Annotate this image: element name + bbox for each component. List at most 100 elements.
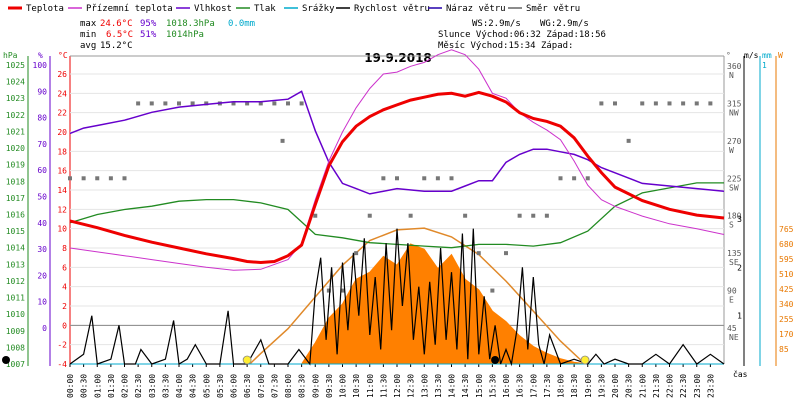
info-sun: Slunce Východ:06:32 Západ:18:56 <box>438 30 606 40</box>
point-wind-direction <box>463 213 468 218</box>
point-wind-direction <box>122 176 127 181</box>
tick-label-c: 16 <box>57 167 67 176</box>
legend-label-temperature: Teplota <box>26 4 64 14</box>
tick-label-time: 16:30 <box>516 374 525 398</box>
tick-label-time: 01:30 <box>107 374 116 398</box>
tick-label-pct: 70 <box>37 140 47 149</box>
tick-label-w: 680 <box>779 240 794 249</box>
legend-label-wind-direction: Směr větru <box>526 4 580 14</box>
point-wind-direction <box>449 176 454 181</box>
stats-block: max 24.6°C 95% 1018.3hPa 0.0mm min 6.5°C… <box>80 19 255 51</box>
tick-label-hpa: 1013 <box>6 260 25 269</box>
tick-label-hpa: 1011 <box>6 294 25 303</box>
chart-title: 19.9.2018 <box>364 51 432 65</box>
tick-label-time: 09:30 <box>325 374 334 398</box>
point-wind-direction <box>408 213 413 218</box>
tick-label-pct: 0 <box>42 324 47 333</box>
tick-label-time: 06:30 <box>243 374 252 398</box>
tick-label-time: 13:00 <box>420 374 429 398</box>
point-wind-direction <box>558 176 563 181</box>
tick-label-hpa: 1019 <box>6 161 25 170</box>
tick-label-direction-deg: 360 <box>727 62 742 71</box>
tick-label-hpa: 1023 <box>6 94 25 103</box>
tick-label-time: 14:00 <box>448 374 457 398</box>
axis-c-label: °C <box>58 51 68 60</box>
tick-label-time: 17:00 <box>529 374 538 398</box>
tick-label-c: 6 <box>62 263 67 272</box>
tick-label-c: 8 <box>62 244 67 253</box>
tick-label-time: 01:00 <box>93 374 102 398</box>
tick-label-time: 04:00 <box>175 374 184 398</box>
axis-ms-label: m/s <box>744 51 759 60</box>
stat-max-rain: 0.0mm <box>228 19 255 29</box>
point-wind-direction <box>231 101 236 106</box>
axis-ticks: 26242220181614121086420-2-41025102410231… <box>6 61 794 398</box>
tick-label-pct: 40 <box>37 219 47 228</box>
tick-label-c: -2 <box>57 341 67 350</box>
tick-label-direction-compass: NE <box>729 333 739 342</box>
legend-label-wind-speed: Rychlost větru <box>354 4 430 14</box>
tick-label-direction-deg: 315 <box>727 99 742 108</box>
tick-label-hpa: 1022 <box>6 111 25 120</box>
point-wind-direction <box>163 101 168 106</box>
legend-label-wind-gust: Náraz větru <box>446 4 506 14</box>
series-ground-temperature <box>69 49 725 271</box>
axis-deg-label: ° <box>726 51 731 60</box>
point-wind-direction <box>258 101 263 106</box>
tick-label-time: 15:30 <box>488 374 497 398</box>
tick-label-time: 20:00 <box>611 374 620 398</box>
point-wind-direction <box>286 101 290 106</box>
point-wind-direction <box>435 176 440 181</box>
tick-label-hpa: 1010 <box>6 310 25 319</box>
point-wind-direction <box>694 101 699 106</box>
marker-moon-left <box>2 356 10 364</box>
point-wind-direction <box>108 176 113 181</box>
legend: Teplota Přízemní teplota Vlhkost Tlak Sr… <box>8 4 580 14</box>
stat-min-hum: 51% <box>140 30 157 40</box>
stat-max-temp: 24.6°C <box>100 19 133 29</box>
tick-label-c: 14 <box>57 186 67 195</box>
tick-label-direction-compass: S <box>729 221 734 230</box>
axis-pct-label: % <box>38 51 43 60</box>
stat-max-press: 1018.3hPa <box>166 19 215 29</box>
point-wind-direction <box>245 101 250 106</box>
tick-label-pct: 20 <box>37 271 47 280</box>
tick-label-time: 19:30 <box>597 374 606 398</box>
tick-label-direction-compass: SW <box>729 183 739 192</box>
tick-label-w: 255 <box>779 315 794 324</box>
info-block: WS:2.9m/s WG:2.9m/s Slunce Východ:06:32 … <box>438 19 606 51</box>
tick-label-pct: 50 <box>37 193 47 202</box>
tick-label-c: -4 <box>57 360 67 369</box>
point-wind-direction <box>381 176 386 181</box>
marker-moonrise <box>491 356 500 364</box>
tick-label-time: 16:00 <box>502 374 511 398</box>
axis-mm-label: mm <box>762 51 772 60</box>
tick-label-time: 12:30 <box>407 374 416 398</box>
tick-label-hpa: 1020 <box>6 144 25 153</box>
legend-label-ground-temperature: Přízemní teplota <box>86 4 173 14</box>
tick-label-time: 09:00 <box>311 374 320 398</box>
tick-label-direction-deg: 90 <box>727 287 737 296</box>
point-wind-direction <box>136 101 141 106</box>
point-wind-direction <box>640 101 645 106</box>
point-wind-direction <box>490 288 495 293</box>
stat-avg-label: avg <box>80 41 96 51</box>
tick-label-time: 10:00 <box>339 374 348 398</box>
tick-label-time: 15:00 <box>475 374 484 398</box>
tick-label-time: 00:30 <box>80 374 89 398</box>
tick-label-time: 04:30 <box>189 374 198 398</box>
tick-label-c: 4 <box>62 283 67 292</box>
tick-label-time: 08:00 <box>284 374 293 398</box>
tick-label-hpa: 1016 <box>6 211 25 220</box>
tick-label-time: 22:00 <box>666 374 675 398</box>
tick-label-direction-compass: NW <box>729 108 739 117</box>
tick-label-time: 18:30 <box>570 374 579 398</box>
point-wind-direction <box>626 138 631 143</box>
point-wind-direction <box>68 176 72 181</box>
stat-min-press: 1014hPa <box>166 30 204 40</box>
tick-label-c: 0 <box>62 321 67 330</box>
tick-label-time: 18:00 <box>557 374 566 398</box>
point-wind-direction <box>667 101 672 106</box>
tick-label-time: 02:00 <box>121 374 130 398</box>
tick-label-w: 510 <box>779 270 794 279</box>
